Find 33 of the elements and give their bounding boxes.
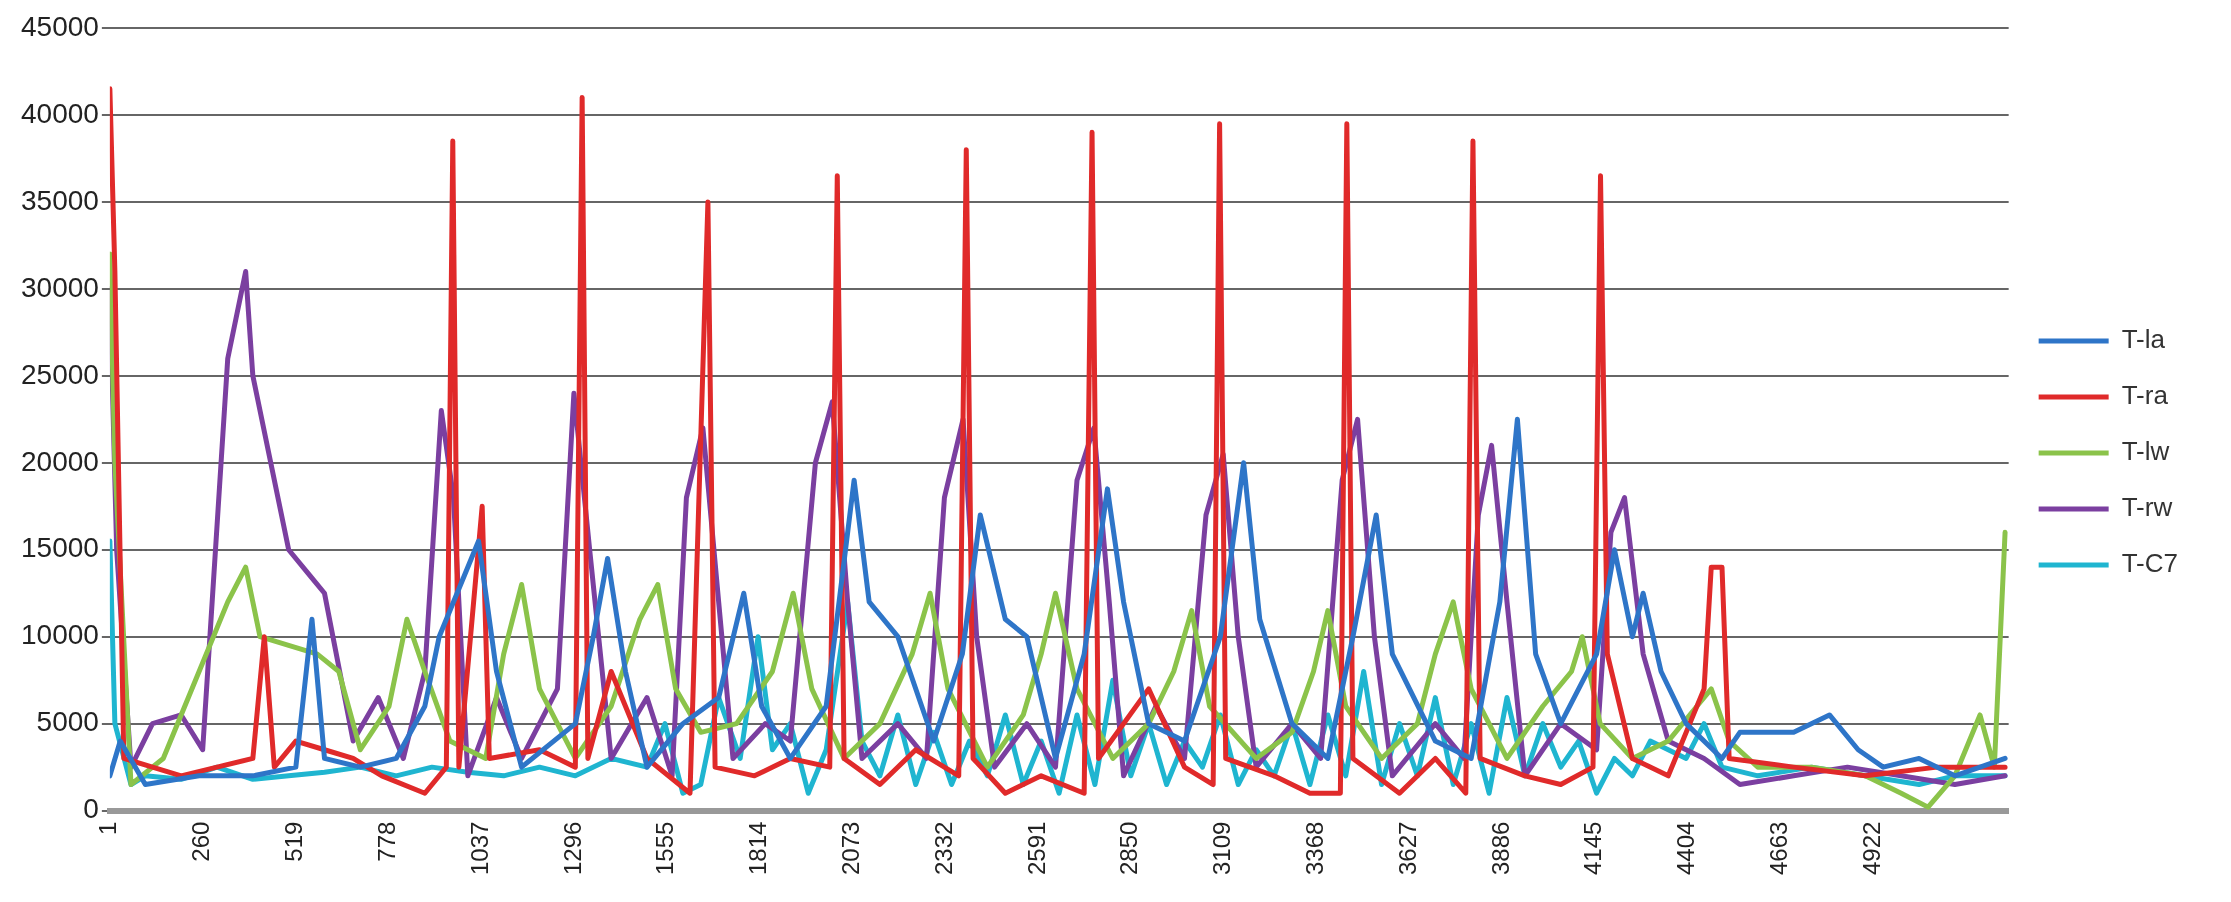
x-tick-label: 3627 (1393, 821, 1421, 875)
x-tick-label: 4145 (1579, 821, 1607, 875)
legend-label: T-lw (2121, 436, 2170, 467)
x-tick-label: 4663 (1765, 821, 1793, 875)
legend-label: T-la (2121, 324, 2166, 355)
x-tick-label: 260 (187, 821, 215, 862)
y-tick-label: 10000 (20, 619, 99, 651)
y-tick-label: 35000 (20, 184, 99, 216)
y-tick-label: 15000 (20, 532, 99, 564)
y-tick-label: 30000 (20, 271, 99, 303)
y-tick-label: 20000 (20, 445, 99, 477)
x-tick-label: 2591 (1022, 821, 1050, 875)
legend-label: T-C7 (2121, 548, 2178, 579)
y-tick-label: 5000 (36, 706, 99, 738)
x-tick-label: 1555 (651, 821, 679, 875)
x-tick-label: 4404 (1672, 821, 1700, 875)
y-tick-label: 45000 (20, 10, 99, 42)
x-tick-label: 2850 (1115, 821, 1143, 875)
x-tick-label: 519 (280, 821, 308, 862)
legend-label: T-ra (2121, 380, 2169, 411)
x-tick-label: 2073 (836, 821, 864, 875)
legend-label: T-rw (2121, 492, 2173, 523)
x-tick-label: 4922 (1857, 821, 1885, 875)
x-tick-label: 1037 (465, 821, 493, 875)
y-tick-label: 40000 (20, 97, 99, 129)
x-tick-label: 1814 (744, 821, 772, 875)
x-tick-label: 3368 (1300, 821, 1328, 875)
x-tick-label: 778 (372, 821, 400, 862)
x-tick-label: 3886 (1486, 821, 1514, 875)
x-tick-label: 3109 (1208, 821, 1236, 875)
x-tick-label: 2332 (929, 821, 957, 875)
y-tick-label: 25000 (20, 358, 99, 390)
x-tick-label: 1296 (558, 821, 586, 875)
